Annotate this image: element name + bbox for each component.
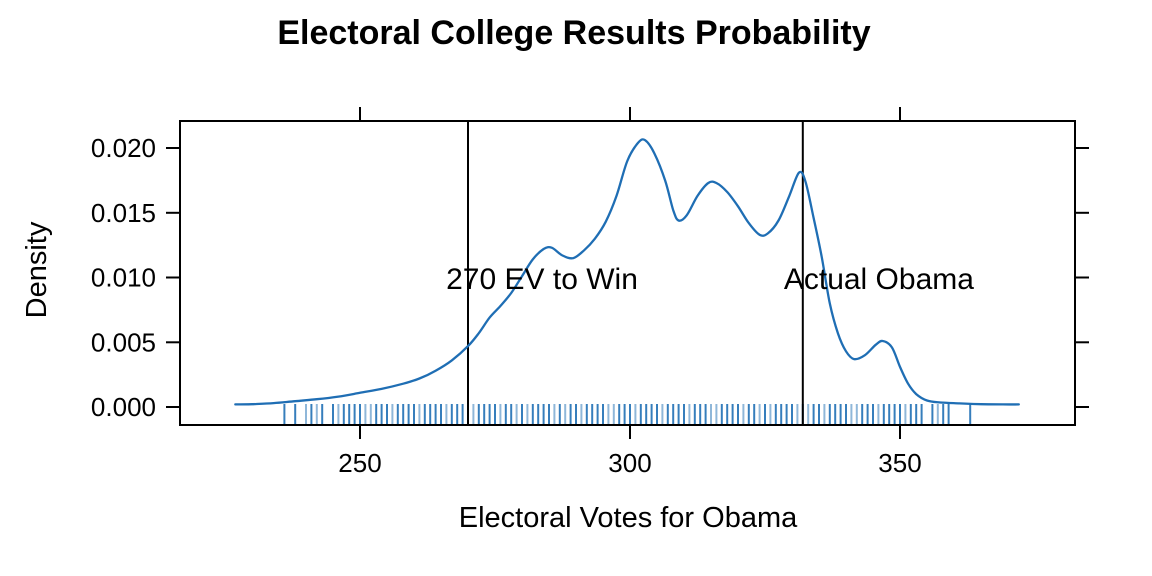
chart-title: Electoral College Results Probability	[277, 14, 870, 52]
y-tick-label: 0.020	[91, 133, 156, 163]
vline-label-270-ev-to-win: 270 EV to Win	[446, 263, 638, 296]
density-curve	[234, 138, 1020, 406]
plot-generated-layer: 250 300 350 0.000 0.005 0.010 0.015 0.020	[91, 107, 1089, 478]
y-tick-label: 0.000	[91, 392, 156, 422]
x-tick-label: 350	[878, 448, 921, 478]
x-tick-label: 250	[338, 448, 381, 478]
x-tick-label: 300	[608, 448, 651, 478]
vline-label-actual-obama: Actual Obama	[784, 263, 974, 296]
plot-frame	[179, 120, 1076, 426]
y-tick-label: 0.015	[91, 198, 156, 228]
y-axis-label: Density	[21, 221, 53, 318]
y-tick-label: 0.010	[91, 263, 156, 293]
y-tick-label: 0.005	[91, 327, 156, 357]
x-axis-label: Electoral Votes for Obama	[459, 502, 798, 534]
